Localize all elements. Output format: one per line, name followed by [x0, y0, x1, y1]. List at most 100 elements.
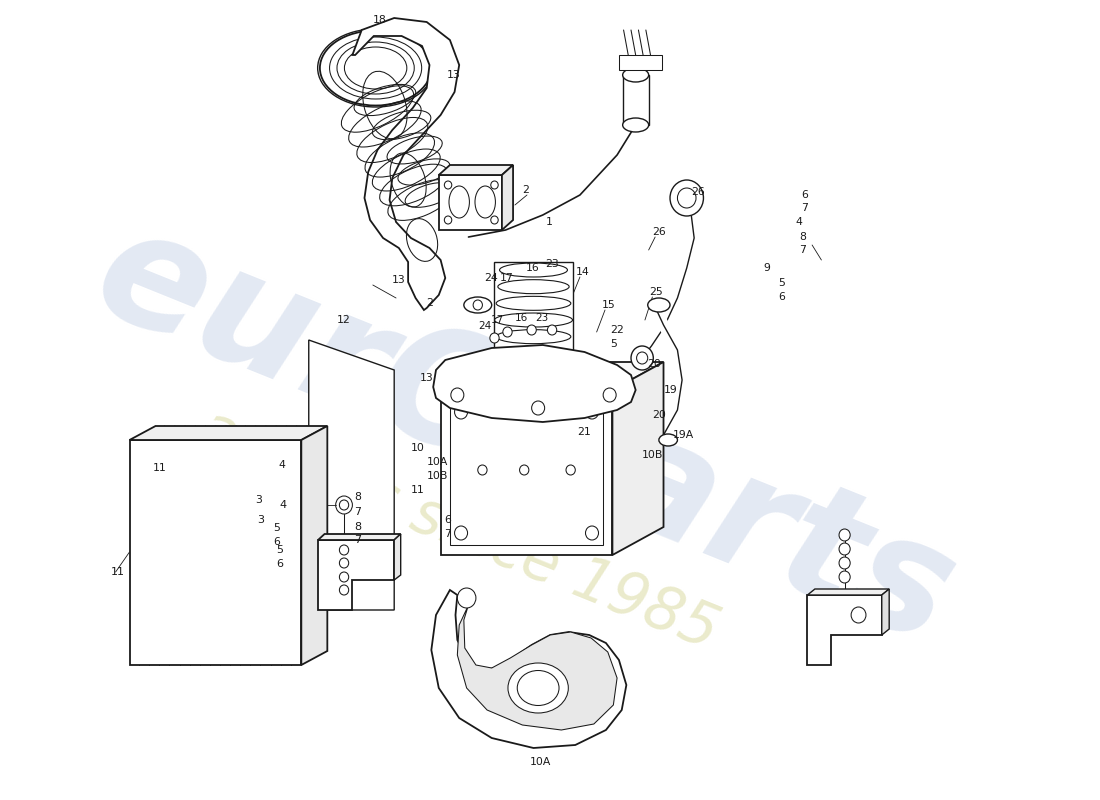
- Text: 25: 25: [650, 287, 663, 297]
- Text: 4: 4: [278, 460, 285, 470]
- Circle shape: [566, 465, 575, 475]
- Text: 10: 10: [411, 443, 425, 453]
- Text: 8: 8: [354, 522, 362, 532]
- Circle shape: [454, 405, 467, 419]
- Text: 5: 5: [276, 545, 283, 555]
- Text: 7: 7: [354, 507, 361, 517]
- Text: 5: 5: [610, 339, 617, 349]
- Text: eurOparts: eurOparts: [74, 193, 975, 677]
- Ellipse shape: [508, 663, 569, 713]
- Polygon shape: [441, 390, 613, 555]
- Circle shape: [585, 526, 598, 540]
- Text: 9: 9: [763, 263, 770, 273]
- Text: 24: 24: [477, 321, 491, 331]
- Text: 22: 22: [610, 325, 625, 335]
- Circle shape: [603, 388, 616, 402]
- Text: 7: 7: [444, 529, 451, 539]
- Polygon shape: [439, 175, 502, 230]
- Circle shape: [454, 526, 467, 540]
- Polygon shape: [458, 605, 617, 730]
- Circle shape: [585, 405, 598, 419]
- Text: 6: 6: [779, 292, 785, 302]
- Polygon shape: [882, 589, 889, 635]
- Polygon shape: [352, 18, 459, 310]
- Text: 6: 6: [444, 515, 451, 525]
- Circle shape: [503, 327, 513, 337]
- Circle shape: [491, 216, 498, 224]
- Text: 8: 8: [799, 232, 806, 242]
- Circle shape: [477, 465, 487, 475]
- Text: 6: 6: [276, 559, 283, 569]
- Text: 10A: 10A: [427, 457, 448, 467]
- Circle shape: [340, 558, 349, 568]
- Polygon shape: [309, 340, 394, 610]
- Text: 8: 8: [354, 492, 361, 502]
- Text: 20: 20: [647, 359, 661, 369]
- Text: 10A: 10A: [529, 757, 551, 767]
- Text: 13: 13: [447, 70, 461, 80]
- Ellipse shape: [648, 298, 670, 312]
- Polygon shape: [807, 589, 889, 595]
- Text: 26: 26: [652, 227, 667, 237]
- Text: 23: 23: [546, 259, 559, 269]
- Polygon shape: [130, 440, 301, 665]
- Circle shape: [531, 401, 544, 415]
- Text: 11: 11: [111, 567, 125, 577]
- Text: 16: 16: [515, 313, 528, 323]
- Text: 21: 21: [578, 427, 591, 437]
- Text: 2: 2: [522, 185, 529, 195]
- Text: 3: 3: [255, 495, 262, 505]
- Circle shape: [340, 585, 349, 595]
- Text: 26: 26: [692, 187, 705, 197]
- Text: 5: 5: [274, 523, 280, 533]
- Circle shape: [637, 352, 648, 364]
- Text: 10B: 10B: [642, 450, 663, 460]
- Text: 19: 19: [663, 385, 678, 395]
- Circle shape: [839, 571, 850, 583]
- Polygon shape: [318, 534, 400, 540]
- Circle shape: [490, 333, 499, 343]
- Text: 17: 17: [500, 273, 514, 283]
- Circle shape: [839, 543, 850, 555]
- Ellipse shape: [659, 434, 678, 446]
- Polygon shape: [130, 426, 328, 440]
- Circle shape: [340, 500, 349, 510]
- Polygon shape: [394, 534, 400, 580]
- Text: 5: 5: [779, 278, 785, 288]
- Circle shape: [444, 216, 452, 224]
- Circle shape: [458, 588, 476, 608]
- Circle shape: [670, 180, 703, 216]
- Text: 13: 13: [420, 373, 433, 383]
- Circle shape: [340, 572, 349, 582]
- Circle shape: [678, 188, 696, 208]
- Text: 12: 12: [337, 315, 351, 325]
- Circle shape: [473, 300, 483, 310]
- Circle shape: [519, 465, 529, 475]
- Polygon shape: [431, 590, 626, 748]
- Circle shape: [491, 181, 498, 189]
- Polygon shape: [301, 426, 328, 665]
- Circle shape: [851, 607, 866, 623]
- Text: 16: 16: [526, 263, 540, 273]
- Text: 10B: 10B: [427, 471, 448, 481]
- Polygon shape: [613, 362, 663, 555]
- Text: 7: 7: [354, 535, 362, 545]
- Text: 6: 6: [801, 190, 807, 200]
- Text: 18: 18: [373, 15, 386, 25]
- Polygon shape: [502, 165, 513, 230]
- Polygon shape: [441, 362, 663, 390]
- Polygon shape: [439, 165, 513, 175]
- Text: 15: 15: [602, 300, 616, 310]
- Circle shape: [451, 388, 464, 402]
- Text: 24: 24: [484, 273, 498, 283]
- Ellipse shape: [449, 186, 470, 218]
- Text: 11: 11: [153, 463, 166, 473]
- Text: 14: 14: [575, 267, 589, 277]
- Polygon shape: [807, 595, 882, 665]
- Text: 3: 3: [257, 515, 265, 525]
- Text: 17: 17: [491, 315, 504, 325]
- Ellipse shape: [500, 385, 548, 405]
- Ellipse shape: [475, 186, 495, 218]
- Circle shape: [631, 346, 653, 370]
- Text: 23: 23: [536, 313, 549, 323]
